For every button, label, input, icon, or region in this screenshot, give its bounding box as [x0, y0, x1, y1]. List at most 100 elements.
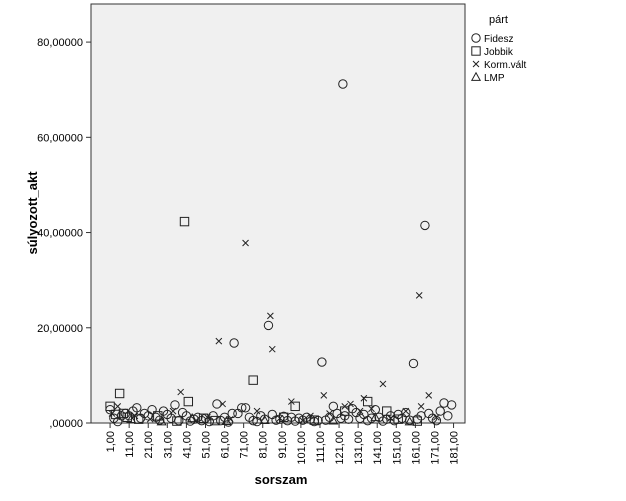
legend-label-lmp: LMP: [484, 73, 505, 84]
korm-v-lt-point: [360, 394, 368, 402]
korm-v-lt-point: [299, 417, 307, 424]
fidesz-point: [328, 401, 339, 412]
fidesz-point: [338, 79, 348, 89]
lmp-point: [156, 416, 167, 426]
x-tick-label: 161,00: [410, 431, 422, 465]
lmp-point: [126, 413, 137, 424]
legend-marker-lmp: [470, 71, 482, 81]
korm-v-lt-point: [108, 410, 116, 417]
korm-v-lt-point: [417, 402, 425, 410]
jobbik-point: [179, 216, 190, 227]
korm-v-lt-point: [177, 388, 185, 396]
fidesz-point: [212, 399, 222, 409]
x-tick-label: 171,00: [429, 431, 441, 465]
y-tick-label: ,00000: [49, 418, 83, 430]
y-axis: ,00000 20,00000 40,00000 60,00000 80,00000: [37, 37, 91, 430]
korm-v-lt-point: [387, 414, 394, 422]
jobbik-point: [172, 416, 182, 426]
fidesz-point: [240, 403, 251, 413]
fidesz-point: [317, 357, 327, 367]
jobbik-point: [412, 416, 422, 426]
jobbik-point: [382, 406, 392, 416]
korm-v-lt-point: [267, 312, 274, 320]
x-tick-label: 111,00: [315, 431, 327, 463]
korm-v-lt-point: [368, 405, 375, 413]
legend-label-korm-v-lt: Korm.vált: [484, 60, 526, 71]
x-tick-label: 1,00: [105, 431, 117, 452]
x-tick-label: 51,00: [200, 431, 212, 459]
jobbik-point: [393, 414, 403, 424]
korm-v-lt-point: [242, 239, 249, 247]
korm-v-lt-point: [433, 413, 440, 421]
x-tick-label: 71,00: [239, 431, 251, 459]
x-tick-label: 131,00: [353, 431, 365, 465]
jobbik-point: [248, 375, 258, 385]
legend-marker-fidesz: [471, 33, 481, 43]
x-tick-label: 141,00: [372, 431, 384, 465]
plot-area: [90, 3, 466, 424]
korm-v-lt-point: [379, 380, 387, 388]
korm-v-lt-point: [415, 292, 423, 299]
korm-v-lt-point: [204, 413, 211, 421]
x-tick-label: 11,00: [124, 431, 136, 458]
legend-marker-jobbik: [471, 46, 481, 56]
korm-v-lt-point: [356, 407, 364, 415]
x-axis-title: sorszam: [255, 472, 308, 487]
korm-v-lt-point: [341, 402, 349, 410]
jobbik-point: [183, 396, 194, 407]
korm-v-lt-point: [288, 398, 295, 405]
lmp-point: [370, 412, 381, 422]
fidesz-point: [147, 404, 157, 415]
jobbik-point: [105, 401, 115, 412]
fidesz-point: [420, 220, 430, 231]
lmp-point: [404, 416, 415, 426]
korm-v-lt-point: [114, 402, 122, 410]
legend: párt Fidesz Jobbik Korm.vált LMP: [470, 14, 526, 84]
jobbik-point: [210, 415, 220, 426]
korm-v-lt-point: [320, 392, 328, 399]
korm-v-lt-point: [425, 392, 433, 399]
korm-v-lt-point: [402, 407, 410, 415]
y-axis-title: súlyozott_akt: [25, 171, 40, 255]
korm-v-lt-point: [169, 407, 177, 415]
fidesz-point: [435, 406, 445, 416]
x-tick-label: 121,00: [334, 431, 346, 465]
lmp-point: [328, 415, 339, 425]
legend-marker-korm-v-lt: [472, 60, 480, 68]
jobbik-point: [153, 411, 163, 421]
x-tick-label: 101,00: [296, 431, 308, 465]
fidesz-point: [408, 358, 419, 369]
fidesz-point: [229, 338, 239, 348]
korm-v-lt-point: [146, 415, 154, 423]
legend-title: párt: [489, 14, 508, 26]
fidesz-point: [271, 415, 281, 425]
fidesz-point: [404, 415, 415, 425]
y-tick-label: 60,00000: [37, 132, 83, 144]
korm-v-lt-point: [215, 337, 223, 345]
jobbik-point: [290, 401, 300, 412]
korm-v-lt-point: [219, 400, 227, 408]
x-tick-label: 21,00: [143, 431, 155, 459]
y-tick-label: 80,00000: [37, 37, 83, 49]
y-tick-label: 40,00000: [37, 228, 83, 240]
jobbik-point: [362, 396, 373, 407]
fidesz-point: [132, 403, 142, 413]
jobbik-point: [114, 388, 125, 399]
fidesz-point: [431, 415, 442, 426]
x-tick-label: 91,00: [277, 431, 289, 459]
lmp-point: [221, 415, 232, 425]
korm-v-lt-point: [307, 412, 314, 420]
fidesz-point: [248, 415, 258, 426]
data-points: [105, 79, 457, 427]
x-axis: 1,00 11,00 21,00 31,00 41,00 51,00 61,00 71,00 8…: [105, 423, 461, 465]
korm-v-lt-point: [347, 400, 354, 408]
fidesz-point: [237, 403, 247, 413]
x-tick-label: 41,00: [181, 431, 193, 459]
korm-v-lt-point: [276, 414, 284, 422]
y-tick-label: 20,00000: [37, 323, 83, 335]
x-tick-label: 181,00: [449, 431, 461, 465]
korm-v-lt-point: [326, 410, 333, 417]
korm-v-lt-point: [253, 407, 261, 415]
fidesz-point: [401, 407, 411, 418]
